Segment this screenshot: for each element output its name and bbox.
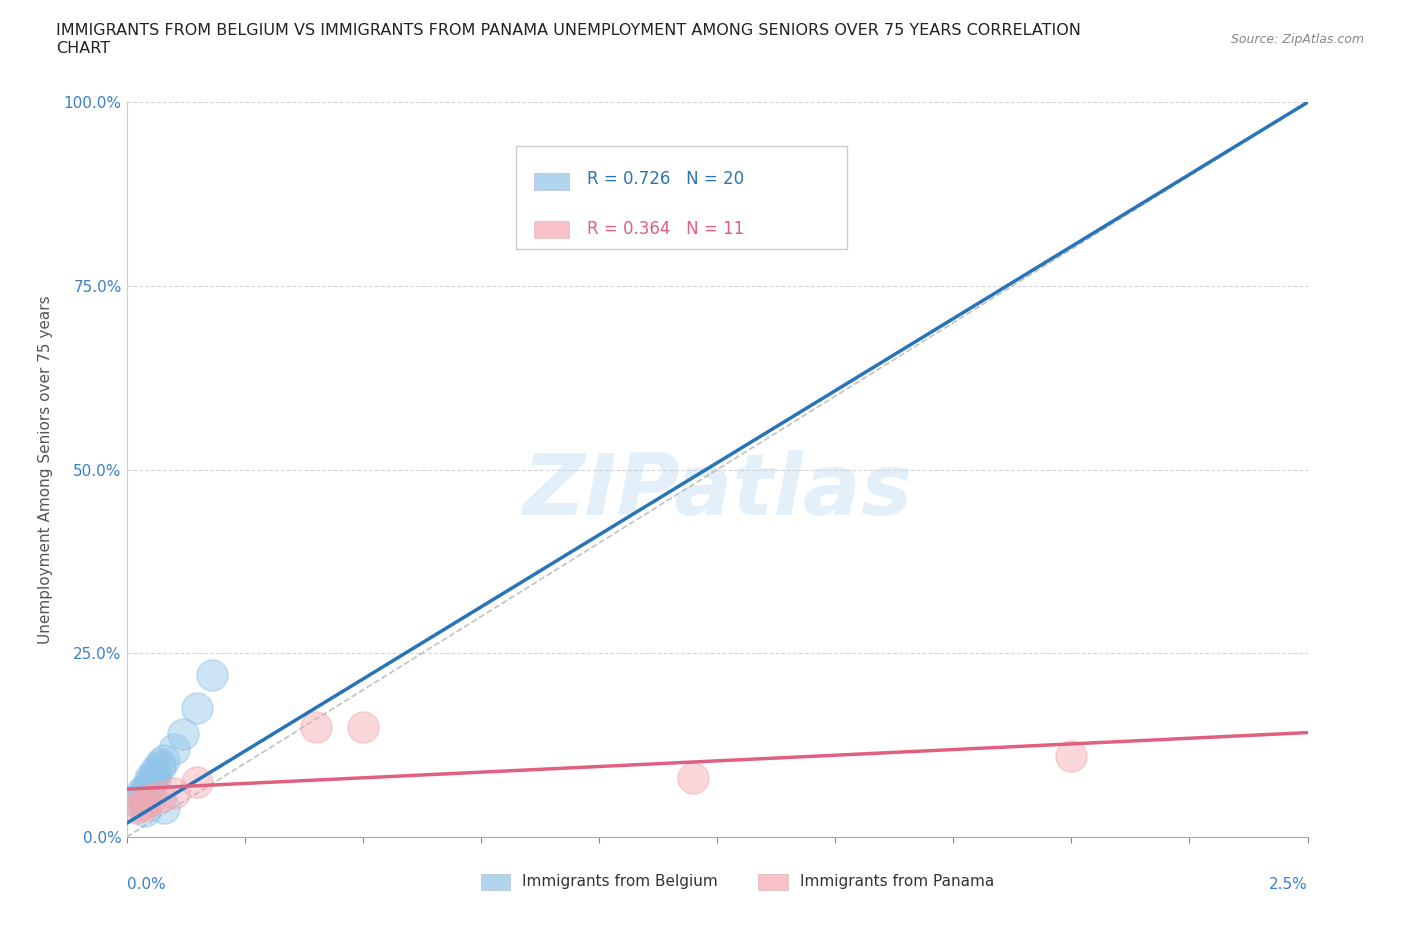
- Point: [129, 786, 152, 801]
- Bar: [481, 874, 510, 890]
- Point: [134, 786, 156, 801]
- Text: Immigrants from Panama: Immigrants from Panama: [800, 873, 994, 888]
- Point: [153, 800, 176, 815]
- Point: [143, 767, 166, 782]
- Text: R = 0.364   N = 11: R = 0.364 N = 11: [588, 219, 744, 238]
- Point: [200, 668, 222, 683]
- Bar: [758, 874, 787, 890]
- Text: Source: ZipAtlas.com: Source: ZipAtlas.com: [1230, 33, 1364, 46]
- Point: [143, 771, 166, 786]
- Point: [125, 800, 148, 815]
- Point: [125, 792, 148, 807]
- Point: [149, 756, 172, 771]
- Text: IMMIGRANTS FROM BELGIUM VS IMMIGRANTS FROM PANAMA UNEMPLOYMENT AMONG SENIORS OVE: IMMIGRANTS FROM BELGIUM VS IMMIGRANTS FR…: [56, 23, 1081, 56]
- Point: [139, 792, 162, 807]
- Point: [139, 778, 162, 793]
- Point: [139, 771, 162, 786]
- Point: [186, 701, 208, 716]
- Point: [129, 790, 152, 804]
- Point: [143, 764, 166, 778]
- Point: [134, 796, 156, 811]
- Point: [153, 752, 176, 767]
- Text: 2.5%: 2.5%: [1268, 877, 1308, 893]
- Point: [1060, 749, 1083, 764]
- Point: [129, 799, 152, 814]
- Text: Immigrants from Belgium: Immigrants from Belgium: [522, 873, 718, 888]
- Point: [134, 804, 156, 818]
- Bar: [534, 220, 569, 238]
- Point: [134, 782, 156, 797]
- Point: [682, 771, 704, 786]
- Point: [172, 726, 194, 741]
- Point: [139, 775, 162, 790]
- Text: 0.0%: 0.0%: [127, 877, 166, 893]
- Point: [163, 741, 186, 756]
- Point: [163, 786, 186, 801]
- Bar: [534, 173, 569, 191]
- Point: [352, 720, 374, 735]
- Y-axis label: Unemployment Among Seniors over 75 years: Unemployment Among Seniors over 75 years: [38, 296, 52, 644]
- Text: ZIPatlas: ZIPatlas: [522, 450, 912, 533]
- Point: [149, 760, 172, 775]
- FancyBboxPatch shape: [516, 146, 846, 249]
- Text: R = 0.726   N = 20: R = 0.726 N = 20: [588, 170, 744, 189]
- Point: [149, 790, 172, 804]
- Point: [186, 775, 208, 790]
- Point: [304, 720, 326, 735]
